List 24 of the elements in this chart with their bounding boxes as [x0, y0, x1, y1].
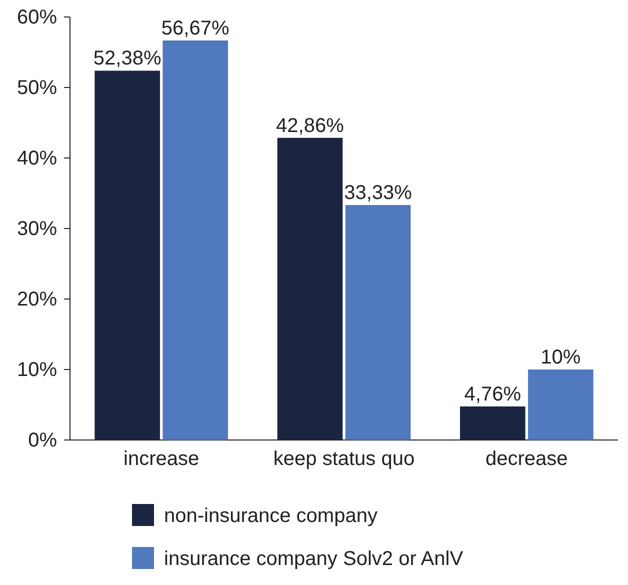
y-tick-label: 0% [28, 429, 58, 452]
legend-label: non-insurance company [164, 505, 378, 527]
y-tick-label: 10% [16, 358, 58, 381]
y-tick-label: 20% [16, 288, 58, 310]
x-tick-label: keep status quo [273, 448, 415, 470]
data-label: 42,86% [276, 114, 344, 137]
bar [162, 40, 228, 440]
y-tick-label: 40% [16, 147, 58, 170]
y-tick-label: 60% [16, 6, 58, 28]
data-label: 33,33% [344, 182, 412, 204]
data-label: 4,76% [464, 383, 522, 406]
data-label: 10% [540, 346, 581, 368]
y-tick-label: 30% [16, 218, 58, 240]
x-tick-label: decrease [486, 448, 568, 470]
y-tick-label: 50% [16, 76, 58, 99]
bar [460, 406, 526, 440]
data-label: 52,38% [93, 48, 162, 70]
bar [345, 205, 411, 440]
x-tick-label: increase [124, 448, 200, 470]
bar [94, 70, 160, 440]
data-label: 56,67% [161, 17, 230, 40]
bar [528, 370, 594, 440]
legend-label: insurance company Solv2 or AnlV [164, 548, 464, 570]
bar [277, 138, 343, 440]
